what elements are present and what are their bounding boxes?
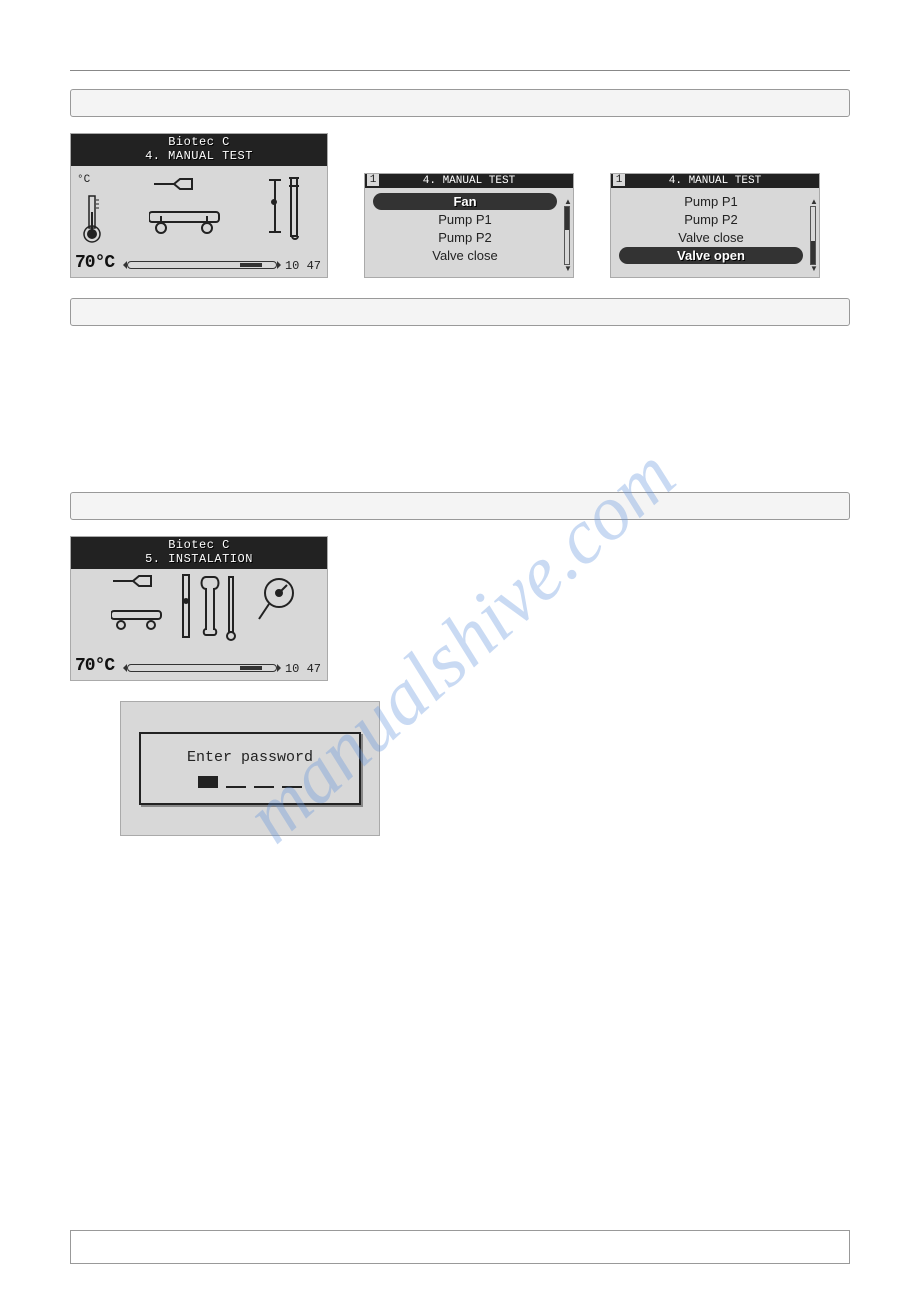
section-1-heading-band <box>70 89 850 117</box>
time-value: 10 47 <box>285 259 321 273</box>
section-2-heading-band <box>70 492 850 520</box>
progress-bar <box>127 664 277 672</box>
temp-value: 70°C <box>75 656 114 676</box>
lcd-password-prompt: Enter password <box>120 701 380 836</box>
temp-unit-label: °C <box>77 174 90 186</box>
top-rule <box>70 70 850 71</box>
list-item[interactable]: Pump P2 <box>619 211 803 228</box>
password-label: Enter password <box>187 749 313 766</box>
tools-icon-group <box>149 172 309 257</box>
list-item[interactable]: Pump P1 <box>373 211 557 228</box>
list-item[interactable]: Valve close <box>373 247 557 264</box>
password-input[interactable] <box>198 776 302 788</box>
thermometer-icon <box>81 194 103 249</box>
lcd-manual-test-list-b: 1 4. MANUAL TEST Pump P1Pump P2Valve clo… <box>610 173 820 278</box>
temp-value: 70°C <box>75 253 114 273</box>
lcd-installation-main: Biotec C 5. INSTALATION <box>70 536 328 681</box>
section-1-screens: Biotec C 4. MANUAL TEST °C <box>70 133 850 278</box>
list-item[interactable]: Fan <box>373 193 557 210</box>
scrollbar[interactable]: ▲ ▼ <box>810 206 816 265</box>
progress-bar <box>127 261 277 269</box>
tools-icon-group <box>111 571 321 661</box>
section-1-trailing-band <box>70 298 850 326</box>
list-item[interactable]: Valve close <box>619 229 803 246</box>
lcd-title: Biotec C 4. MANUAL TEST <box>71 134 327 166</box>
scrollbar[interactable]: ▲ ▼ <box>564 206 570 265</box>
lcd-manual-test-main: Biotec C 4. MANUAL TEST °C <box>70 133 328 278</box>
page-footer-box <box>70 1230 850 1264</box>
list-item[interactable]: Pump P1 <box>619 193 803 210</box>
section-2-screens: Biotec C 5. INSTALATION <box>70 536 850 681</box>
lcd-title: Biotec C 5. INSTALATION <box>71 537 327 569</box>
list-item[interactable]: Pump P2 <box>373 229 557 246</box>
list-title: 1 4. MANUAL TEST <box>365 174 573 188</box>
time-value: 10 47 <box>285 662 321 676</box>
list-title: 1 4. MANUAL TEST <box>611 174 819 188</box>
lcd-manual-test-list-a: 1 4. MANUAL TEST FanPump P1Pump P2Valve … <box>364 173 574 278</box>
list-item[interactable]: Valve open <box>619 247 803 264</box>
